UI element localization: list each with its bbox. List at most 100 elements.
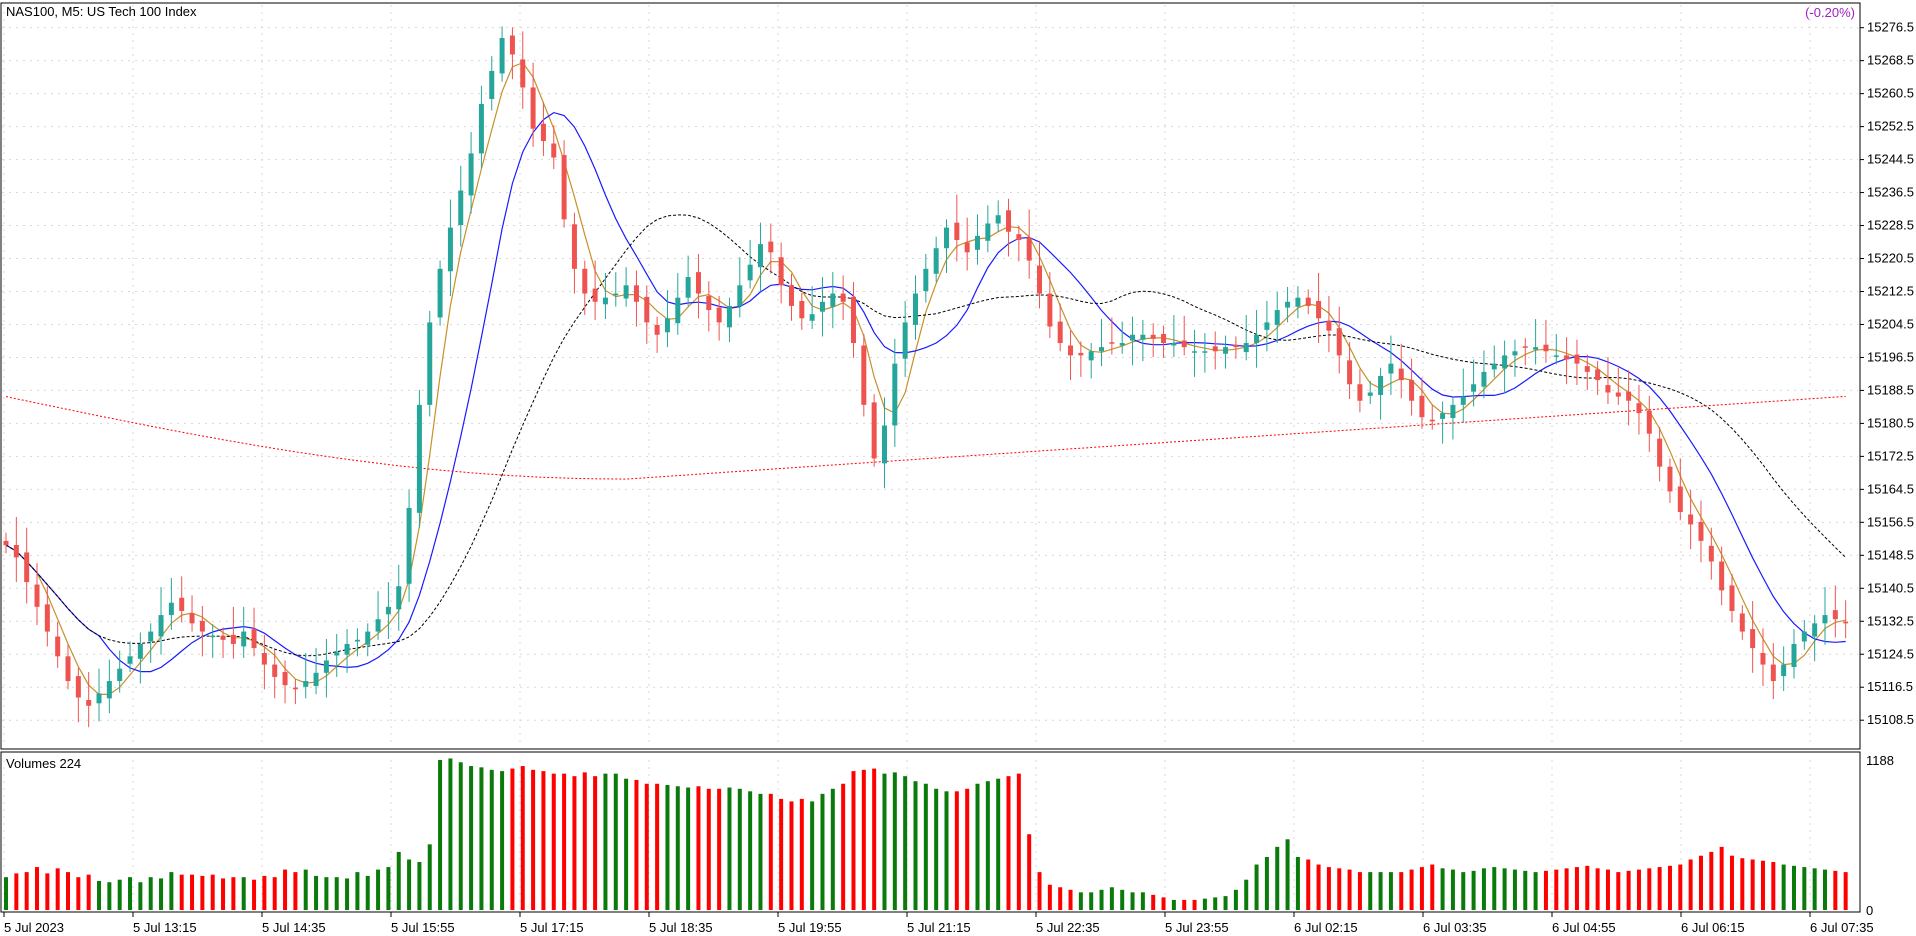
volume-bar — [562, 773, 567, 910]
volume-bar — [1120, 889, 1125, 910]
candle — [809, 286, 815, 330]
x-tick-label: 6 Jul 07:35 — [1810, 920, 1874, 935]
candle — [158, 587, 164, 655]
candle — [592, 260, 598, 320]
volume-bar — [1574, 867, 1579, 910]
candle — [768, 223, 774, 274]
candle — [1564, 337, 1570, 385]
candle — [840, 275, 846, 320]
candle — [1037, 240, 1043, 309]
volume-bar — [1151, 894, 1156, 910]
candle — [1832, 585, 1838, 638]
volume-bar — [1585, 865, 1590, 910]
volume-bar — [665, 785, 670, 910]
volume-bar — [489, 769, 494, 910]
candle — [933, 236, 939, 283]
volume-bar — [717, 788, 722, 910]
y-tick-label: 15140.5 — [1867, 580, 1914, 595]
candle — [1243, 314, 1249, 361]
volume-bar — [1647, 868, 1652, 910]
candle — [695, 253, 701, 319]
candle — [458, 165, 464, 247]
candle — [1161, 325, 1167, 358]
candle — [675, 272, 681, 335]
volume-bar — [1512, 869, 1517, 910]
candle — [86, 671, 92, 728]
volume-scale-top: 1188 — [1866, 753, 1894, 768]
candle — [1378, 367, 1384, 420]
x-tick-label: 5 Jul 18:35 — [649, 920, 713, 935]
volume-bar — [66, 872, 71, 910]
y-tick-label: 15204.5 — [1867, 316, 1914, 331]
volume-bar — [97, 880, 102, 910]
candle — [365, 623, 371, 657]
candle — [1450, 396, 1456, 440]
volume-bar — [1244, 879, 1249, 910]
candle — [1667, 458, 1673, 503]
volume-bar — [252, 879, 257, 910]
volume-bar — [1502, 868, 1507, 910]
candle — [1657, 427, 1663, 482]
candle — [1801, 620, 1807, 650]
volume-bar — [1337, 868, 1342, 910]
candle — [179, 576, 185, 623]
volume-bar — [1440, 868, 1445, 910]
candle — [1822, 587, 1828, 645]
volume-bar — [458, 762, 463, 910]
ma-long-line — [5, 395, 1846, 480]
candle — [1595, 361, 1601, 395]
volume-bar — [644, 783, 649, 910]
y-tick-label: 15220.5 — [1867, 251, 1914, 266]
ma-fast-line — [5, 61, 1846, 695]
candle — [272, 649, 278, 699]
candle — [1770, 643, 1776, 700]
candle — [1336, 306, 1342, 374]
volume-bar — [541, 771, 546, 910]
candle — [716, 296, 722, 341]
volume-bar — [1326, 867, 1331, 910]
candle — [1481, 350, 1487, 399]
volume-bar — [283, 869, 288, 910]
candle — [850, 282, 856, 358]
candle — [261, 634, 267, 690]
x-tick-label: 5 Jul 23:55 — [1165, 920, 1229, 935]
candle — [447, 199, 453, 297]
candle — [551, 125, 557, 170]
candle — [902, 300, 908, 377]
candle — [1760, 628, 1766, 686]
candle — [1305, 289, 1311, 315]
price-panel-frame — [0, 2, 1861, 750]
candle — [1140, 319, 1146, 362]
candle — [520, 31, 526, 109]
volume-bar — [1130, 892, 1135, 910]
candle — [1047, 272, 1053, 339]
candle — [210, 624, 216, 658]
volume-bar — [1089, 892, 1094, 910]
x-tick-label: 5 Jul 15:55 — [391, 920, 455, 935]
volume-bar — [1264, 856, 1269, 910]
volume-bar — [1285, 839, 1290, 910]
candle — [1574, 339, 1580, 386]
candle — [1543, 319, 1549, 363]
candle — [323, 638, 329, 698]
candle — [1636, 385, 1642, 435]
candle — [1553, 333, 1559, 365]
volume-bar — [1058, 887, 1063, 910]
candle — [75, 667, 81, 723]
candle — [1099, 319, 1105, 367]
x-tick-label: 6 Jul 03:35 — [1423, 920, 1487, 935]
volume-bar — [603, 773, 608, 910]
volume-scale-bottom: 0 — [1866, 903, 1873, 918]
volume-bar — [1698, 855, 1703, 910]
candle — [1409, 358, 1415, 416]
candle — [24, 527, 30, 604]
volume-bar — [365, 875, 370, 910]
candle — [757, 222, 763, 292]
candle — [1646, 395, 1652, 452]
candle — [1729, 573, 1735, 623]
x-tick-label: 5 Jul 19:55 — [778, 920, 842, 935]
volume-bar — [655, 783, 660, 910]
candle — [995, 200, 1001, 232]
volume-bar — [975, 783, 980, 910]
